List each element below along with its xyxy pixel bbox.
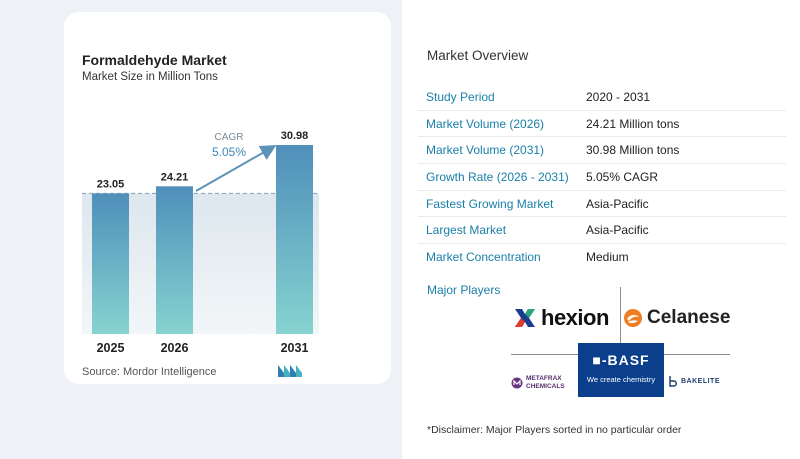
overview-label: Study Period (426, 89, 495, 104)
overview-value: Asia-Pacific (586, 223, 649, 238)
cagr-arrow (195, 145, 277, 192)
metafrax-logo: METAFRAX CHEMICALS (511, 375, 565, 391)
hexion-mark-icon (515, 309, 535, 327)
overview-label: Market Volume (2026) (426, 116, 545, 131)
chart-subtitle: Market Size in Million Tons (82, 71, 218, 83)
overview-row: Market Volume (2031) 30.98 Million tons (418, 137, 786, 165)
disclaimer: *Disclaimer: Major Players sorted in no … (427, 424, 682, 436)
data-label-2025: 23.05 (97, 178, 125, 190)
chart-title: Formaldehyde Market (82, 52, 227, 68)
overview-row: Market Volume (2026) 24.21 Million tons (418, 111, 786, 138)
overview-label: Market Volume (2031) (426, 143, 545, 158)
bar-2031 (276, 145, 313, 334)
overview-label: Largest Market (426, 223, 507, 238)
logo-divider (620, 287, 621, 343)
bakelite-logo: BAKELITE (668, 375, 720, 387)
metafrax-wordmark: METAFRAX CHEMICALS (526, 375, 565, 391)
major-players-logos: hexion Celanese ■-BASF We create chemist… (503, 287, 743, 405)
mordor-logo-icon (278, 365, 302, 377)
major-players-title: Major Players (427, 283, 501, 297)
celanese-wordmark: Celanese (647, 307, 731, 328)
bar-2025 (92, 193, 129, 334)
x-tick-2026: 2026 (161, 341, 189, 355)
overview-row: Study Period 2020 - 2031 (418, 84, 786, 111)
data-label-2026: 24.21 (161, 171, 189, 183)
bar-2026 (156, 186, 193, 334)
overview-value: 24.21 Million tons (586, 116, 680, 131)
bakelite-wordmark: BAKELITE (681, 377, 720, 385)
overview-label: Fastest Growing Market (426, 196, 554, 211)
basf-name: BASF (607, 352, 650, 368)
basf-logo: ■-BASF We create chemistry (578, 343, 664, 397)
logo-divider (511, 354, 578, 355)
cagr-label: CAGR (215, 132, 244, 143)
overview-title: Market Overview (427, 48, 529, 63)
source-note: Source: Mordor Intelligence (82, 366, 217, 378)
basf-wordmark: ■-BASF (592, 352, 650, 368)
overview-value: 2020 - 2031 (586, 89, 651, 104)
basf-tagline: We create chemistry (586, 375, 656, 384)
celanese-logo: Celanese (623, 307, 730, 329)
bakelite-mark-icon (669, 376, 677, 387)
hexion-logo: hexion (513, 305, 609, 331)
overview-row: Market Concentration Medium (418, 244, 786, 271)
data-label-2031: 30.98 (281, 130, 309, 142)
overview-value: 5.05% CAGR (586, 169, 659, 184)
metafrax-mark-icon (511, 377, 523, 389)
bar-chart: 23.05 2025 24.21 2026 30.98 2031 CAGR 5.05% (82, 130, 319, 355)
cagr-value: 5.05% (212, 145, 246, 159)
metafrax-line2: CHEMICALS (526, 383, 565, 390)
logo-divider (664, 354, 730, 355)
overview-label: Market Concentration (426, 250, 541, 265)
overview-value: 30.98 Million tons (586, 143, 680, 158)
overview-row: Growth Rate (2026 - 2031) 5.05% CAGR (418, 164, 786, 191)
overview-label: Growth Rate (2026 - 2031) (426, 169, 569, 184)
overview-row: Largest Market Asia-Pacific (418, 217, 786, 245)
overview-value: Medium (586, 250, 629, 265)
overview-table: Study Period 2020 - 2031 Market Volume (… (418, 84, 786, 271)
celanese-mark-icon (624, 309, 642, 327)
hexion-wordmark: hexion (541, 305, 609, 330)
overview-row: Fastest Growing Market Asia-Pacific (418, 191, 786, 218)
x-tick-2031: 2031 (281, 341, 309, 355)
x-tick-2025: 2025 (97, 341, 125, 355)
metafrax-line1: METAFRAX (526, 375, 562, 382)
overview-value: Asia-Pacific (586, 196, 649, 211)
